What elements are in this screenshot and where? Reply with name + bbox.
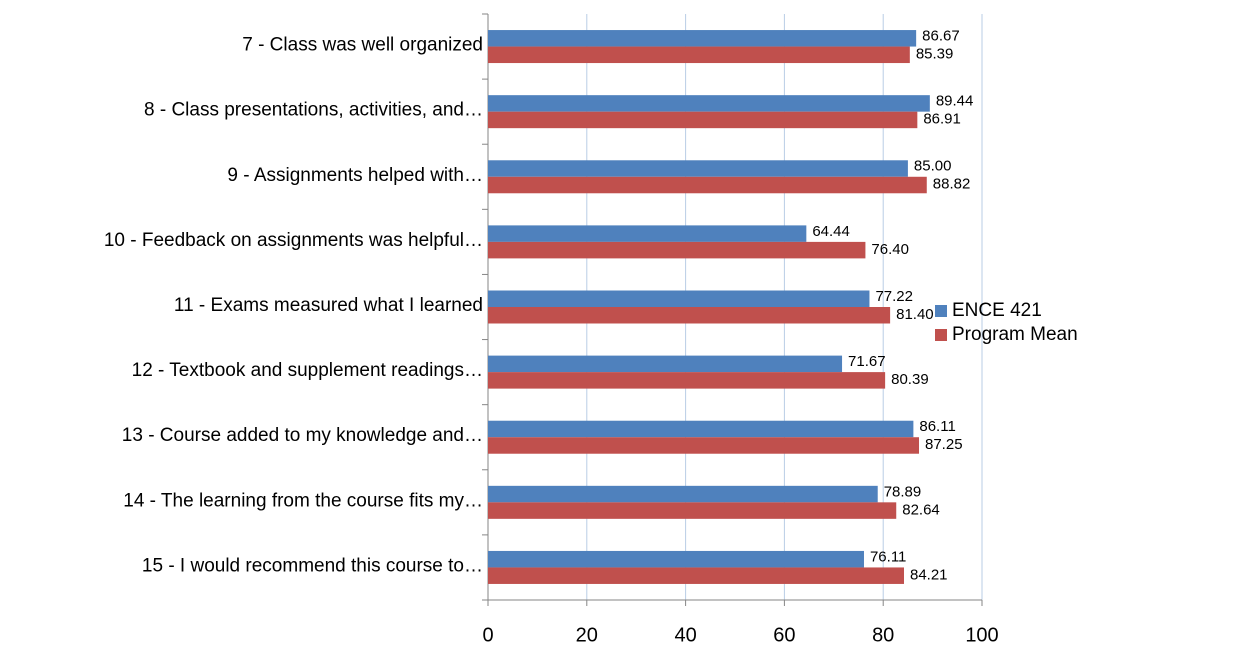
value-label: 88.82	[933, 176, 971, 193]
y-tick-label: 12 - Textbook and supplement readings…	[132, 360, 483, 381]
x-tick-label: 60	[773, 624, 795, 646]
value-label: 86.11	[919, 418, 955, 435]
bar	[488, 437, 920, 454]
bar	[488, 372, 886, 389]
bar	[488, 502, 897, 519]
value-label: 64.44	[812, 223, 850, 240]
y-tick-label: 15 - I would recommend this course to…	[142, 555, 483, 576]
legend-label: ENCE 421	[952, 300, 1042, 321]
bar	[488, 160, 908, 177]
value-label: 84.21	[910, 566, 948, 583]
y-tick-label: 10 - Feedback on assignments was helpful…	[104, 230, 483, 251]
value-label: 86.67	[922, 28, 960, 45]
y-tick-label: 7 - Class was well organized	[242, 35, 483, 56]
x-tick-label: 20	[576, 624, 598, 646]
x-tick-label: 40	[674, 624, 696, 646]
legend-swatch	[935, 305, 947, 317]
value-label: 76.11	[870, 548, 906, 565]
bar	[488, 46, 910, 64]
value-label: 86.91	[923, 111, 961, 128]
bar	[488, 30, 917, 47]
bar	[488, 550, 864, 568]
value-label: 85.39	[916, 46, 954, 63]
bar	[488, 241, 866, 259]
y-tick-label: 8 - Class presentations, activities, and…	[144, 100, 483, 121]
y-tick-label: 9 - Assignments helped with…	[227, 165, 483, 186]
value-label: 77.22	[875, 288, 913, 305]
value-label: 71.67	[848, 353, 886, 370]
legend-label: Program Mean	[952, 324, 1078, 345]
value-label: 87.25	[925, 436, 963, 453]
y-tick-label: 11 - Exams measured what I learned	[174, 295, 483, 316]
bar	[488, 225, 807, 242]
bar	[488, 176, 927, 194]
bar	[488, 420, 914, 438]
bar	[488, 485, 878, 503]
legend-swatch	[935, 329, 947, 341]
x-tick-label: 0	[482, 624, 493, 646]
bar	[488, 95, 930, 112]
value-label: 82.64	[902, 501, 940, 518]
bar	[488, 567, 904, 584]
value-label: 76.40	[871, 241, 909, 258]
value-label: 85.00	[914, 158, 952, 175]
value-label: 78.89	[884, 483, 922, 500]
value-label: 80.39	[891, 371, 929, 388]
bar	[488, 307, 891, 324]
value-label: 81.40	[896, 306, 934, 323]
bar	[488, 111, 918, 129]
x-tick-label: 80	[872, 624, 894, 646]
bar	[488, 290, 870, 307]
x-tick-label: 100	[965, 624, 998, 646]
bar	[488, 355, 843, 373]
y-tick-label: 13 - Course added to my knowledge and…	[122, 425, 483, 446]
y-tick-label: 14 - The learning from the course fits m…	[123, 490, 483, 511]
value-label: 89.44	[936, 93, 974, 110]
